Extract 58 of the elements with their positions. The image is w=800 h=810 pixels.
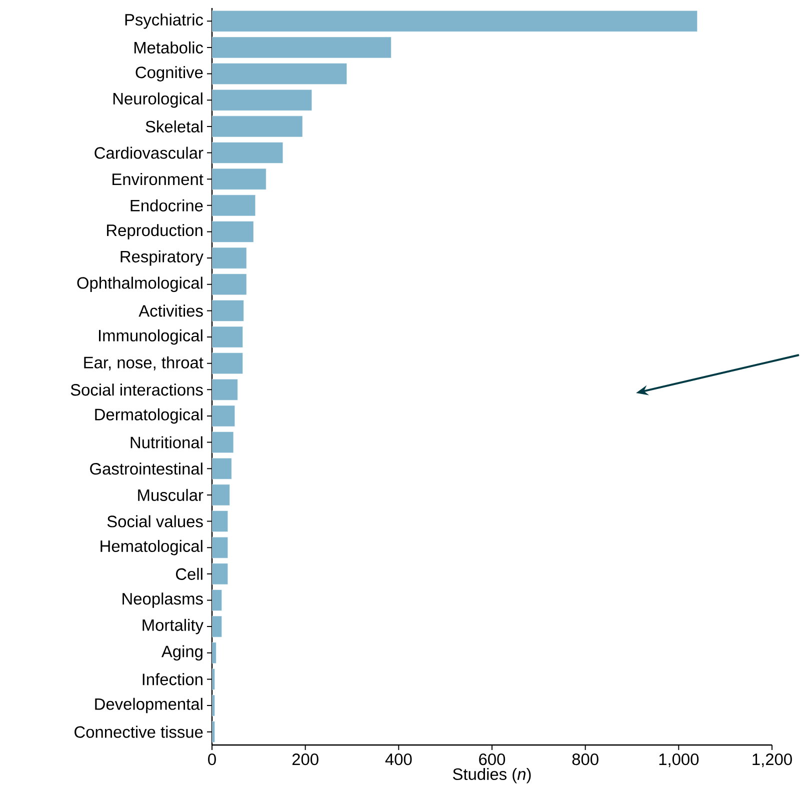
y-tick-label: Dermatological	[95, 408, 202, 424]
bar	[212, 36, 392, 58]
x-tick-label: 1,200	[752, 754, 792, 768]
y-tick-label: Social values	[107, 515, 203, 528]
bar	[212, 458, 232, 480]
bar	[212, 563, 228, 585]
bar	[212, 432, 234, 453]
bar	[212, 89, 312, 111]
bar	[212, 405, 236, 427]
y-tick-label: Metabolic	[134, 41, 204, 54]
y-tick-label: Gastrointestinal	[90, 462, 202, 475]
y-tick-label: Immunological	[99, 329, 202, 345]
x-tick-label: 0	[208, 754, 216, 766]
bar	[212, 116, 303, 138]
y-tick-label: Connective tissue	[74, 726, 203, 738]
x-tick-label: 800	[572, 754, 598, 766]
bar	[212, 194, 256, 216]
bar	[212, 142, 284, 164]
x-axis-title: Studies (n)	[453, 768, 531, 784]
bar	[212, 247, 247, 269]
y-tick-label: Environment	[112, 173, 204, 186]
bar	[212, 63, 348, 84]
x-tick-label: 400	[385, 754, 412, 766]
y-tick-label: Ophthalmological	[77, 276, 202, 292]
y-tick-label: Psychiatric	[125, 14, 204, 29]
bar	[212, 378, 238, 400]
y-tick-label: Cardiovascular	[94, 146, 204, 159]
bar	[212, 221, 254, 242]
y-tick-label: Infection	[142, 673, 202, 686]
x-tick-label: 200	[292, 754, 318, 766]
bar	[212, 510, 228, 532]
y-tick-label: Mortality	[142, 618, 204, 634]
y-tick-label: Neoplasms	[122, 592, 203, 608]
x-tick-label: 600	[479, 754, 506, 766]
y-tick-label: Activities	[138, 304, 203, 317]
bar	[212, 352, 243, 374]
y-tick-label: Nutritional	[130, 436, 202, 448]
bar	[212, 326, 243, 348]
y-tick-label: Ear, nose, throat	[84, 356, 204, 370]
y-tick-label: Developmental	[95, 698, 202, 714]
bar	[212, 484, 230, 506]
y-tick-label: Endocrine	[130, 199, 203, 212]
bar	[212, 10, 698, 32]
y-tick-label: Aging	[161, 645, 202, 661]
y-tick-label: Neurological	[113, 92, 202, 108]
y-tick-label: Hematological	[100, 540, 202, 556]
x-tick-label: 1,000	[659, 754, 699, 768]
y-tick-label: Muscular	[138, 488, 204, 501]
y-tick-label: Respiratory	[120, 250, 204, 266]
y-tick-label: Skeletal	[146, 120, 202, 132]
bar	[212, 300, 244, 322]
bar	[212, 536, 228, 558]
y-tick-label: Social interactions	[70, 384, 203, 396]
bar	[212, 274, 247, 296]
bar	[212, 168, 266, 190]
y-tick-label: Cell	[176, 568, 202, 580]
y-tick-label: Cognitive	[136, 66, 203, 82]
y-tick-label: Reproduction	[107, 224, 202, 240]
